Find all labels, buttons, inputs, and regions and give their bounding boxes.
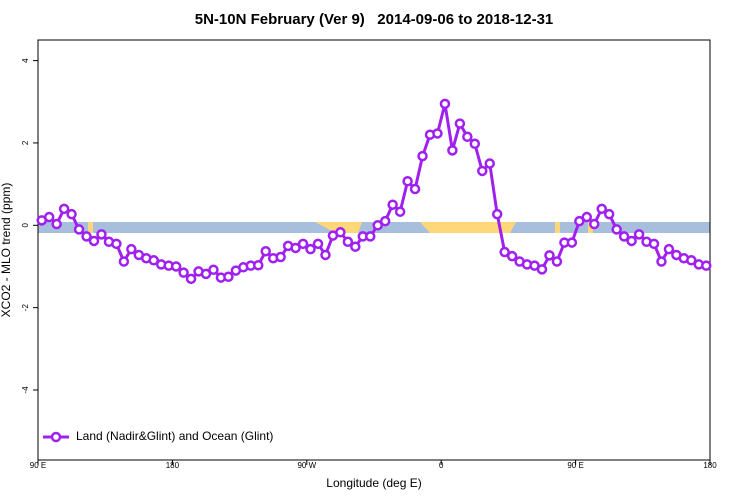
data-point xyxy=(409,183,421,195)
data-point xyxy=(372,220,383,231)
data-point xyxy=(51,218,62,230)
plot-frame xyxy=(37,39,711,461)
x-axis-title: Longitude (deg E) xyxy=(326,476,421,490)
data-point xyxy=(432,128,443,139)
data-point xyxy=(536,264,548,275)
chart-title: 5N-10N February (Ver 9) 2014-09-06 to 20… xyxy=(195,11,554,28)
y-axis-title: XCO2 - MLO trend (ppm) xyxy=(0,183,13,318)
data-point xyxy=(477,165,488,177)
data-point xyxy=(454,118,466,129)
data-point xyxy=(223,271,234,283)
data-point xyxy=(335,227,346,238)
x-tick-label: 180 xyxy=(703,461,717,470)
data-point xyxy=(439,98,451,110)
data-point xyxy=(394,206,406,217)
data-point xyxy=(618,231,630,242)
legend-marker xyxy=(50,431,62,443)
data-point xyxy=(447,145,458,156)
data-point xyxy=(656,256,667,267)
data-point xyxy=(544,250,555,261)
data-point xyxy=(170,261,182,272)
data-point xyxy=(178,267,189,278)
data-point xyxy=(297,238,309,250)
data-point xyxy=(663,243,675,255)
data-point xyxy=(260,245,271,257)
y-tick-label: -4 xyxy=(21,386,30,394)
land-band xyxy=(88,222,93,233)
data-point xyxy=(566,237,578,248)
data-point xyxy=(342,236,354,248)
data-point xyxy=(648,238,660,250)
y-tick-label: 2 xyxy=(21,140,30,145)
data-point xyxy=(208,264,219,276)
data-point xyxy=(43,211,55,223)
data-point xyxy=(506,250,518,262)
y-tick-label: 4 xyxy=(21,58,30,63)
land-band xyxy=(555,222,560,233)
y-tick-label: -2 xyxy=(21,304,30,312)
data-point xyxy=(417,150,428,162)
data-point xyxy=(111,238,122,250)
data-point xyxy=(312,238,324,250)
data-point xyxy=(253,259,264,271)
data-point xyxy=(462,131,473,143)
data-point xyxy=(88,235,100,247)
data-point xyxy=(402,175,413,187)
data-point xyxy=(686,255,697,266)
data-point xyxy=(290,242,301,254)
data-point xyxy=(379,215,391,227)
data-point xyxy=(603,208,615,220)
data-point xyxy=(484,158,495,169)
data-point xyxy=(551,256,563,267)
data-point xyxy=(118,256,130,267)
data-point xyxy=(633,229,645,240)
data-point xyxy=(350,241,361,252)
y-tick-label: 0 xyxy=(21,223,30,228)
data-point xyxy=(185,273,197,285)
x-tick-label: 0 xyxy=(439,461,444,470)
x-tick-label: 180 xyxy=(166,461,180,470)
data-point xyxy=(320,249,331,261)
data-point xyxy=(611,224,622,235)
data-point xyxy=(596,203,607,215)
x-tick-label: 90 W xyxy=(297,461,316,470)
data-point xyxy=(96,229,107,240)
data-point xyxy=(589,218,600,230)
data-point xyxy=(148,255,159,266)
data-point xyxy=(365,231,376,242)
data-point xyxy=(305,243,316,255)
data-point xyxy=(58,203,70,215)
data-point xyxy=(275,251,286,263)
data-point xyxy=(73,224,85,235)
data-point xyxy=(491,208,503,220)
x-tick-label: 90 E xyxy=(567,461,583,470)
data-point xyxy=(387,199,398,210)
data-point xyxy=(701,260,712,271)
data-point xyxy=(66,208,77,220)
legend-label: Land (Nadir&Glint) and Ocean (Glint) xyxy=(76,429,273,443)
data-point xyxy=(469,138,481,150)
data-point xyxy=(81,231,92,242)
data-point xyxy=(581,211,593,223)
data-point xyxy=(126,243,137,255)
data-point xyxy=(200,268,212,280)
x-tick-label: 90 E xyxy=(30,461,46,470)
land-band xyxy=(420,222,516,233)
data-point xyxy=(499,246,510,258)
data-point xyxy=(626,235,637,247)
data-point xyxy=(574,215,585,227)
